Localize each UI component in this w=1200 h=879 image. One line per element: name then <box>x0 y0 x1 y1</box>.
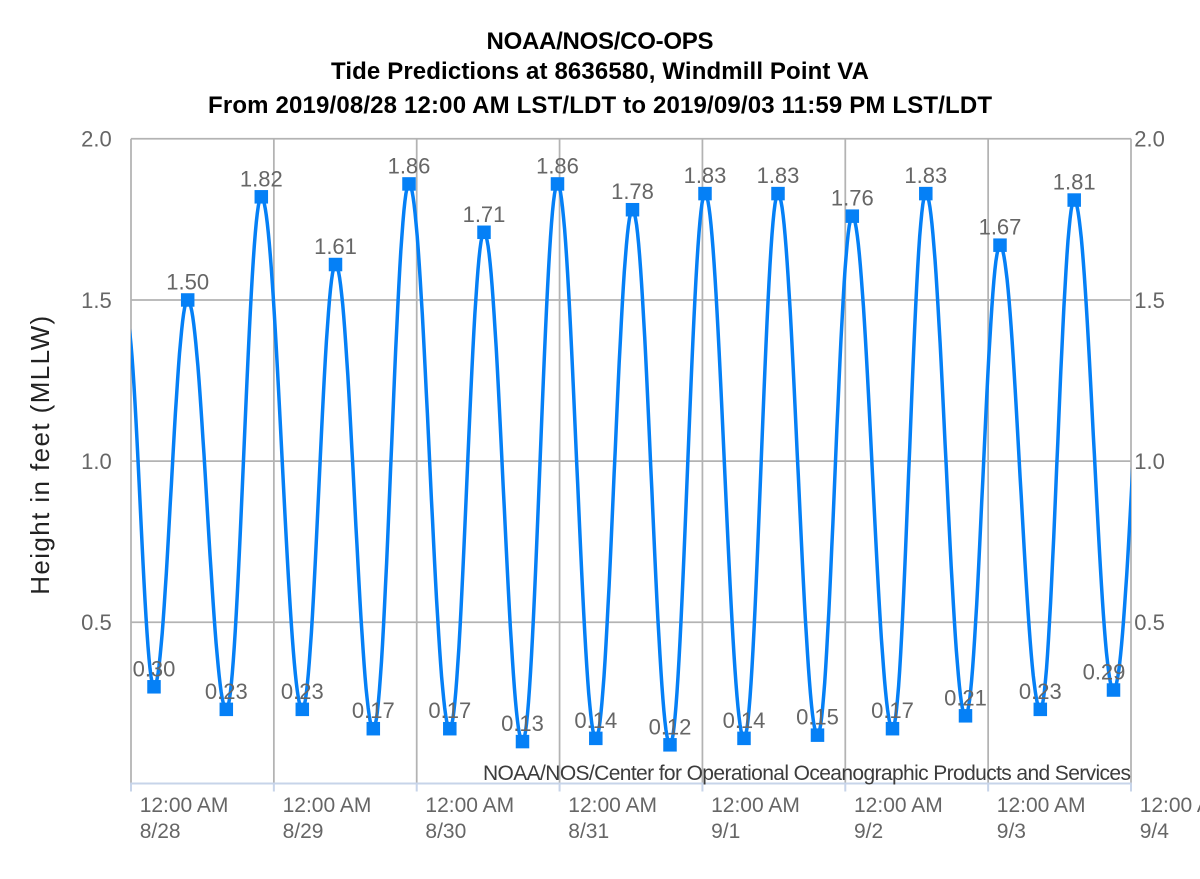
svg-text:1.83: 1.83 <box>904 163 947 188</box>
svg-text:1.83: 1.83 <box>757 163 800 188</box>
svg-text:1.78: 1.78 <box>611 179 654 204</box>
svg-text:0.5: 0.5 <box>1134 610 1165 635</box>
svg-text:12:00 AM: 12:00 AM <box>283 794 372 817</box>
svg-text:1.67: 1.67 <box>979 215 1022 240</box>
svg-text:0.17: 0.17 <box>871 698 914 723</box>
svg-text:0.5: 0.5 <box>81 610 112 635</box>
svg-text:1.5: 1.5 <box>81 288 112 313</box>
svg-text:12:00 AM: 12:00 AM <box>711 794 800 817</box>
svg-text:1.82: 1.82 <box>240 166 283 191</box>
svg-text:12:00 AM: 12:00 AM <box>568 794 657 817</box>
svg-text:1.50: 1.50 <box>166 270 209 295</box>
svg-text:0.23: 0.23 <box>281 679 324 704</box>
svg-text:0.29: 0.29 <box>1083 660 1126 685</box>
svg-text:8/30: 8/30 <box>425 820 466 843</box>
svg-text:0.13: 0.13 <box>501 711 544 736</box>
svg-text:1.81: 1.81 <box>1053 170 1096 195</box>
svg-text:0.23: 0.23 <box>1019 679 1062 704</box>
svg-text:0.12: 0.12 <box>649 714 692 739</box>
svg-text:9/1: 9/1 <box>711 820 740 843</box>
svg-text:12:00 AM: 12:00 AM <box>425 794 514 817</box>
svg-text:0.14: 0.14 <box>574 708 617 733</box>
svg-text:1.0: 1.0 <box>81 449 112 474</box>
svg-text:12:00 AM: 12:00 AM <box>854 794 943 817</box>
svg-text:1.5: 1.5 <box>1134 288 1165 313</box>
svg-text:8/28: 8/28 <box>140 820 181 843</box>
svg-text:NOAA/NOS/CO-OPS: NOAA/NOS/CO-OPS <box>487 28 714 55</box>
svg-text:9/3: 9/3 <box>997 820 1026 843</box>
svg-text:1.61: 1.61 <box>314 234 357 259</box>
svg-text:2.0: 2.0 <box>81 127 112 152</box>
svg-text:1.86: 1.86 <box>388 153 431 178</box>
svg-text:1.71: 1.71 <box>463 202 506 227</box>
svg-text:8/31: 8/31 <box>568 820 609 843</box>
svg-text:0.17: 0.17 <box>352 698 395 723</box>
svg-text:0.30: 0.30 <box>133 656 176 681</box>
svg-text:1.86: 1.86 <box>536 153 579 178</box>
svg-text:Tide Predictions at 8636580, W: Tide Predictions at 8636580, Windmill Po… <box>331 58 869 85</box>
svg-text:0.21: 0.21 <box>944 685 987 710</box>
svg-text:1.76: 1.76 <box>831 186 874 211</box>
svg-text:0.17: 0.17 <box>428 698 471 723</box>
svg-text:12:00 AM: 12:00 AM <box>140 794 229 817</box>
svg-text:1.0: 1.0 <box>1134 449 1165 474</box>
svg-text:Height in feet (MLLW): Height in feet (MLLW) <box>25 316 55 595</box>
svg-text:8/29: 8/29 <box>283 820 324 843</box>
svg-text:9/2: 9/2 <box>854 820 883 843</box>
svg-text:1.83: 1.83 <box>684 163 727 188</box>
svg-text:0.15: 0.15 <box>796 705 839 730</box>
svg-text:12:00 AM: 12:00 AM <box>997 794 1086 817</box>
svg-text:12:00 AM: 12:00 AM <box>1140 794 1200 817</box>
svg-text:0.14: 0.14 <box>723 708 766 733</box>
svg-text:From 2019/08/28 12:00 AM LST/L: From 2019/08/28 12:00 AM LST/LDT to 2019… <box>208 92 992 119</box>
svg-text:0.23: 0.23 <box>205 679 248 704</box>
svg-text:9/4: 9/4 <box>1140 820 1170 843</box>
svg-text:NOAA/NOS/Center for Operationa: NOAA/NOS/Center for Operational Oceanogr… <box>483 762 1131 785</box>
svg-text:2.0: 2.0 <box>1134 127 1165 152</box>
